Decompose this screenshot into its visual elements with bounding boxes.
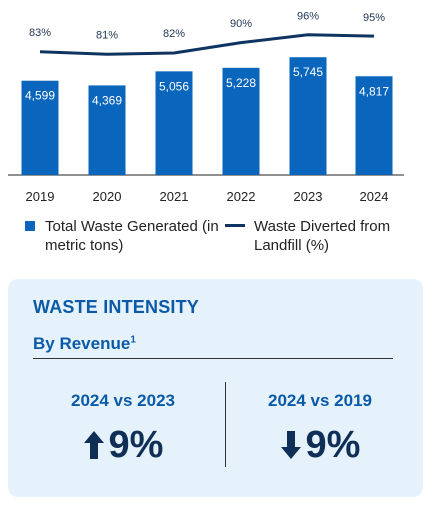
x-tick-label: 2020	[93, 189, 122, 204]
waste-diverted-line	[39, 33, 375, 56]
bar-value-label: 4,817	[359, 84, 389, 98]
legend-item-waste-diverted: Waste Diverted from Landfill (%)	[225, 217, 434, 255]
bar-2024	[355, 76, 393, 175]
subtitle-underline	[33, 358, 393, 359]
arrow-up-icon	[83, 431, 104, 459]
comparison-value-row: 9%	[225, 425, 415, 465]
x-tick-label: 2024	[360, 189, 389, 204]
line-value-label: 82%	[163, 28, 185, 40]
bar-2021	[155, 71, 193, 175]
comparison-value-row: 9%	[28, 425, 218, 465]
bar-value-label: 5,745	[293, 65, 323, 79]
legend-total-waste-label: Total Waste Generated (in metric tons)	[45, 218, 219, 254]
line-value-label: 95%	[363, 12, 385, 24]
waste-intensity-panel: WASTE INTENSITY By Revenue1 2024 vs 2023…	[8, 279, 423, 497]
waste-chart: 4,599 2019 4,369 2020 5,056 2021 5,228 2022 5,74…	[8, 11, 404, 204]
line-value-label: 90%	[230, 18, 252, 30]
line-value-label: 83%	[29, 27, 51, 39]
x-tick-label: 2019	[26, 189, 55, 204]
line-value-label: 96%	[297, 11, 319, 23]
comparison-divider	[225, 382, 226, 467]
bar-2019	[21, 80, 59, 175]
legend-bar-swatch	[25, 221, 35, 231]
panel-subtitle: By Revenue1	[33, 334, 136, 354]
bar-2020	[88, 85, 126, 175]
line-value-label: 81%	[96, 29, 118, 41]
comparison-percent: 9%	[108, 424, 164, 466]
x-tick-label: 2023	[294, 189, 323, 204]
footnote-marker: 1	[130, 334, 136, 346]
legend-item-total-waste: Total Waste Generated (in metric tons)	[25, 217, 225, 255]
comparison-2024-vs-2019: 2024 vs 2019 9%	[225, 391, 415, 465]
comparison-label: 2024 vs 2019	[268, 391, 372, 410]
comparison-percent: 9%	[305, 424, 361, 466]
bar-2022	[222, 67, 260, 175]
x-tick-label: 2022	[227, 189, 256, 204]
bar-2023	[289, 57, 327, 175]
panel-title: WASTE INTENSITY	[33, 297, 200, 317]
legend-waste-diverted-label: Waste Diverted from Landfill (%)	[254, 218, 391, 254]
comparison-label: 2024 vs 2023	[71, 391, 175, 410]
panel-subtitle-text: By Revenue	[33, 334, 131, 353]
bar-value-label: 5,228	[226, 76, 256, 90]
bar-value-label: 5,056	[159, 79, 189, 93]
arrow-down-icon	[280, 431, 301, 459]
bar-value-label: 4,599	[25, 89, 55, 103]
bar-value-label: 4,369	[92, 93, 122, 107]
x-tick-label: 2021	[160, 189, 189, 204]
comparison-2024-vs-2023: 2024 vs 2023 9%	[28, 391, 218, 465]
legend-line-swatch	[225, 224, 245, 227]
